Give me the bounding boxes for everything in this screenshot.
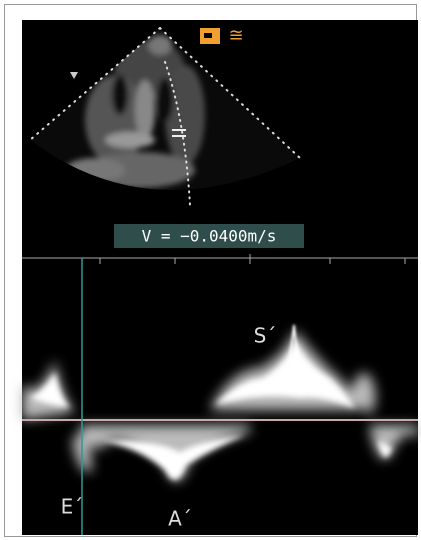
- a-wave-label: A´: [168, 507, 192, 531]
- echo-screenshot: ≅ V = −0.0400m/s S´ E´ A´: [0, 0, 421, 540]
- logo-symbol: ≅: [228, 25, 243, 46]
- s-wave-label: S´: [254, 324, 277, 348]
- e-wave-label: E´: [61, 495, 84, 519]
- velocity-readout: V = −0.0400m/s: [142, 227, 277, 246]
